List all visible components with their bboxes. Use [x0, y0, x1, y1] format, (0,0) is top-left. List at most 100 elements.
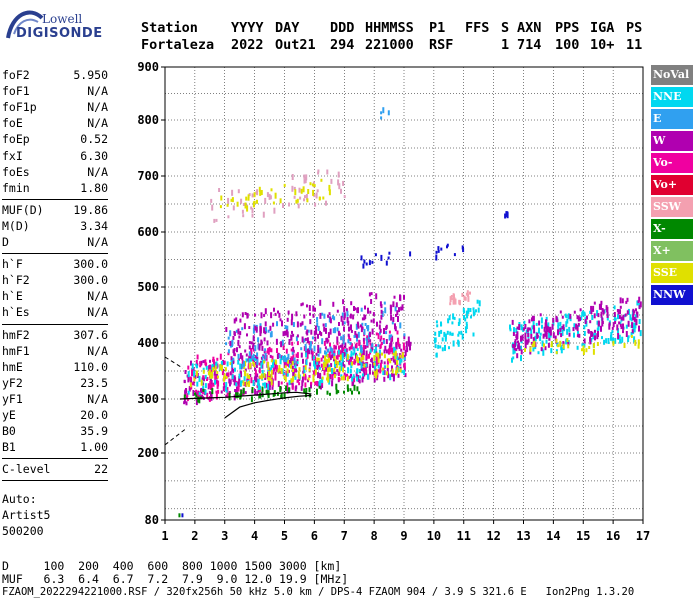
echo-mark: [377, 344, 380, 348]
echo-mark: [287, 353, 290, 359]
echo-mark: [375, 352, 378, 357]
echo-mark: [364, 305, 366, 310]
echo-mark: [576, 325, 579, 332]
echo-mark: [369, 342, 372, 346]
echo-mark: [381, 311, 384, 317]
echo-mark: [355, 371, 358, 378]
echo-mark: [375, 354, 378, 361]
echo-mark: [204, 383, 207, 389]
echo-mark: [279, 386, 282, 392]
echo-mark: [255, 378, 258, 383]
echo-mark: [399, 358, 402, 365]
echo-mark: [274, 192, 277, 199]
echo-mark: [304, 365, 307, 370]
echo-mark: [358, 379, 361, 384]
echo-mark: [324, 355, 326, 362]
echo-mark: [602, 309, 605, 315]
echo-mark: [569, 313, 572, 319]
echo-mark: [621, 336, 624, 343]
echo-mark: [440, 321, 442, 327]
echo-mark: [324, 350, 326, 355]
echo-mark: [343, 317, 346, 321]
echo-mark: [314, 202, 317, 207]
echo-mark: [274, 359, 277, 365]
echo-mark: [317, 171, 320, 175]
echo-mark: [233, 318, 236, 324]
echo-mark: [254, 369, 257, 376]
echo-mark: [619, 297, 622, 304]
echo-mark: [281, 339, 284, 346]
param-value: 307.6: [73, 327, 108, 342]
echo-mark: [515, 348, 518, 352]
echo-mark: [464, 317, 467, 322]
echo-mark: [567, 342, 570, 346]
echo-mark: [362, 263, 365, 269]
echo-mark: [190, 385, 193, 390]
echo-mark: [328, 366, 331, 372]
param-value: 300.0: [73, 273, 108, 288]
echo-mark: [316, 322, 319, 328]
echo-mark: [306, 337, 309, 344]
echo-mark: [300, 385, 303, 391]
echo-mark: [379, 362, 382, 368]
echo-mark: [239, 318, 242, 323]
echo-mark: [274, 371, 277, 375]
echo-mark: [476, 299, 479, 304]
echo-mark: [567, 313, 570, 320]
echo-mark: [263, 360, 266, 364]
echo-mark: [370, 292, 373, 296]
echo-mark: [403, 362, 406, 369]
echo-mark: [328, 312, 331, 316]
echo-mark: [638, 296, 641, 302]
echo-mark: [575, 323, 578, 330]
param-value: 1.80: [80, 180, 108, 195]
echo-mark: [305, 194, 308, 200]
echo-mark: [256, 189, 259, 196]
echo-mark: [370, 319, 373, 323]
echo-mark: [298, 375, 301, 379]
echo-mark: [392, 356, 395, 360]
echo-mark: [351, 343, 353, 350]
echo-mark: [437, 249, 440, 253]
echo-mark: [253, 200, 256, 204]
echo-mark: [214, 375, 217, 380]
echo-mark: [326, 169, 329, 175]
param-value: N/A: [87, 164, 108, 179]
echo-mark: [377, 364, 380, 369]
echo-mark: [338, 322, 340, 326]
echo-mark: [558, 331, 561, 335]
echo-mark: [285, 348, 288, 354]
echo-mark: [273, 207, 276, 214]
echo-mark: [543, 326, 546, 332]
echo-mark: [257, 384, 260, 390]
echo-mark: [233, 394, 236, 401]
echo-mark: [197, 396, 200, 403]
echo-mark: [334, 359, 337, 365]
param-value: N/A: [87, 391, 108, 406]
echo-mark: [323, 340, 326, 346]
echo-mark: [334, 345, 337, 350]
echo-mark: [356, 376, 359, 382]
echo-mark: [225, 389, 228, 393]
echo-mark: [403, 357, 406, 361]
echo-mark: [435, 353, 438, 358]
echo-mark: [251, 193, 254, 198]
echo-mark: [196, 381, 199, 387]
echo-mark: [380, 342, 383, 346]
echo-mark: [259, 325, 262, 331]
echo-mark: [353, 335, 356, 338]
echo-mark: [475, 309, 477, 313]
echo-mark: [616, 324, 619, 331]
echo-mark: [232, 205, 235, 211]
echo-mark: [326, 354, 329, 358]
echo-mark: [627, 336, 630, 343]
echo-mark: [283, 392, 286, 396]
echo-mark: [343, 351, 346, 355]
echo-mark: [226, 361, 229, 367]
echo-mark: [257, 343, 260, 350]
echo-mark: [635, 319, 638, 326]
echo-mark: [342, 347, 345, 352]
echo-mark: [314, 368, 317, 375]
echo-mark: [186, 374, 189, 378]
auto-line: Artist5: [2, 508, 51, 523]
